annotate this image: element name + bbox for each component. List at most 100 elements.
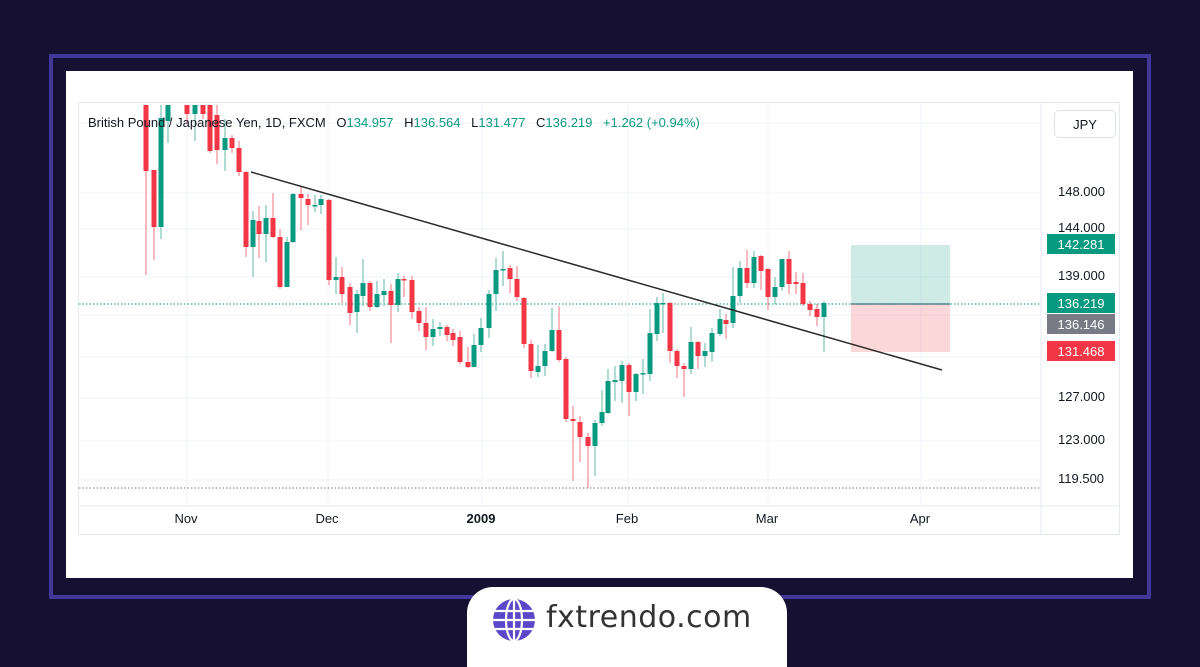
globe-icon [493, 598, 535, 642]
chart-legend: British Pound / Japanese Yen, 1D, FXCM O… [88, 115, 700, 130]
candle-down [416, 311, 422, 323]
candle-up [354, 294, 360, 312]
candle-up [647, 333, 653, 374]
candle-down [326, 200, 332, 280]
candle-down [786, 259, 792, 284]
candle-down [200, 105, 206, 114]
candle-up [779, 259, 785, 287]
candle-up [619, 365, 625, 381]
candle-up [312, 205, 318, 207]
candle-up [605, 381, 611, 413]
brand-name[interactable]: fxtrendo.com [546, 600, 752, 635]
candle-up [702, 351, 708, 356]
take-profit-zone [851, 245, 950, 304]
candle-down [143, 105, 149, 171]
candle-up [430, 329, 436, 337]
stop-loss-price-label: 131.468 [1047, 341, 1115, 361]
candlestick-chart[interactable] [79, 103, 1120, 535]
time-tick: Nov [174, 511, 198, 526]
low-label: L [471, 115, 479, 130]
candle-down [388, 291, 394, 305]
candle-down [514, 279, 520, 297]
candle-up [333, 277, 339, 280]
candle-down [681, 366, 687, 369]
candle-up [654, 303, 660, 334]
candle-up [612, 380, 618, 382]
candle-up [772, 287, 778, 297]
candle-up [381, 291, 387, 295]
candle-down [800, 283, 806, 304]
candle-down [367, 283, 373, 307]
candle-down [585, 437, 591, 446]
candle-down [339, 277, 345, 294]
price-tick: 119.500 [1058, 471, 1105, 486]
candle-up [599, 412, 605, 423]
candle-down [793, 282, 799, 284]
symbol-title[interactable]: British Pound / Japanese Yen, 1D, FXCM [88, 115, 326, 130]
candle-down [450, 333, 456, 340]
candle-down [521, 298, 527, 344]
candle-down [236, 148, 242, 172]
candle-down [556, 330, 562, 360]
candle-up [737, 268, 743, 296]
high-value: 136.564 [413, 115, 461, 130]
candle-up [471, 345, 477, 367]
close-value: 136.219 [545, 115, 593, 130]
candle-down [270, 218, 276, 237]
candle-up [222, 138, 228, 150]
price-tick: 148.000 [1058, 184, 1105, 199]
candle-up [500, 269, 506, 271]
candle-up [192, 105, 198, 114]
candle-down [507, 268, 513, 279]
candle-down [207, 105, 213, 151]
candle-up [374, 294, 380, 307]
price-tick: 123.000 [1058, 432, 1105, 447]
candle-up [660, 303, 666, 305]
candle-up [395, 279, 401, 305]
chart-container[interactable] [78, 102, 1120, 535]
candle-up [493, 270, 499, 294]
candle-down [744, 268, 750, 283]
candle-down [758, 256, 764, 271]
trendline [250, 171, 943, 371]
candle-up [250, 220, 256, 247]
time-tick: Feb [615, 511, 639, 526]
time-tick: 2009 [466, 511, 496, 526]
candle-up [437, 327, 443, 329]
candle-down [214, 115, 220, 150]
candle-up [640, 373, 646, 375]
candle-up [542, 351, 548, 366]
low-value: 131.477 [478, 115, 526, 130]
candle-up [709, 333, 715, 352]
currency-button[interactable]: JPY [1054, 110, 1116, 138]
candle-down [667, 303, 673, 351]
stop-loss-zone [851, 304, 950, 352]
price-tick: 144.000 [1058, 220, 1105, 235]
candle-down [409, 280, 415, 312]
candle-up [158, 118, 164, 227]
open-value: 134.957 [346, 115, 394, 130]
candle-up [263, 218, 269, 234]
candle-down [814, 309, 820, 317]
time-tick: Mar [755, 511, 779, 526]
candle-up [717, 319, 723, 334]
entry-price-label: 136.146 [1047, 314, 1115, 334]
candle-down [465, 362, 471, 367]
candle-up [360, 283, 366, 296]
candle-down [723, 320, 729, 324]
close-label: C [536, 115, 546, 130]
candle-down [695, 342, 701, 356]
candle-up [165, 105, 171, 121]
candle-up [633, 374, 639, 392]
high-label: H [404, 115, 414, 130]
candle-down [401, 279, 407, 281]
candle-down [229, 138, 235, 148]
candle-down [151, 170, 157, 227]
candle-down [184, 105, 190, 114]
time-tick: Dec [315, 511, 339, 526]
candle-up [821, 303, 827, 317]
candle-down [277, 237, 283, 287]
change-value: +1.262 [603, 115, 644, 130]
candle-down [457, 337, 463, 362]
take-profit-price-label: 142.281 [1047, 234, 1115, 254]
